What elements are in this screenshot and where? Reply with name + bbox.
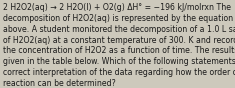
Text: 2 H2O2(aq) → 2 H2O(l) + O2(g) ΔH° = −196 kJ/molrxn The
decomposition of H2O2(aq): 2 H2O2(aq) → 2 H2O(l) + O2(g) ΔH° = −196… xyxy=(3,3,235,88)
